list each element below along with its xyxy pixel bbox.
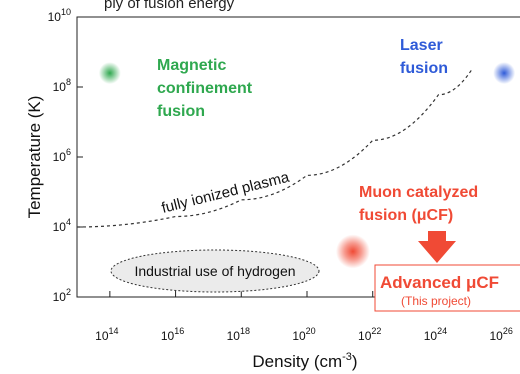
x-axis-label: Density (cm-3) bbox=[252, 351, 357, 371]
plasma-curve-label: fully ionized plasma bbox=[160, 169, 292, 217]
x-tick-labels: 1014 1016 1018 1020 1022 1024 1026 bbox=[95, 326, 513, 343]
muon-line-1: Muon catalyzed bbox=[359, 184, 478, 201]
plasma-curve bbox=[76, 69, 472, 228]
industrial-ellipse bbox=[110, 249, 320, 293]
y-tick-label-3: 108 bbox=[53, 77, 71, 94]
x-axis-label-exp: -3 bbox=[342, 351, 352, 363]
data-points bbox=[98, 62, 516, 269]
down-arrow-icon bbox=[418, 231, 456, 263]
y-tick-label-4: 1010 bbox=[48, 7, 71, 24]
y-tick-label-0: 102 bbox=[53, 287, 71, 304]
laser-fusion-label: Laser fusion bbox=[400, 37, 448, 77]
y-tick-label-2: 106 bbox=[53, 147, 71, 164]
magnetic-line-3: fusion bbox=[157, 103, 205, 120]
magnetic-line-2: confinement bbox=[157, 80, 253, 97]
header-fragment: ply of fusion energy bbox=[104, 0, 235, 12]
laser-line-2: fusion bbox=[400, 60, 448, 77]
x-axis-label-tail: ) bbox=[352, 352, 358, 371]
y-tick-label-1: 104 bbox=[53, 217, 71, 234]
x-tick-label-5: 1024 bbox=[424, 326, 447, 343]
muon-fusion-label: Muon catalyzed fusion (μCF) bbox=[359, 184, 483, 224]
industrial-label: Industrial use of hydrogen bbox=[134, 263, 295, 279]
magnetic-line-1: Magnetic bbox=[157, 57, 226, 74]
x-tick-label-4: 1022 bbox=[358, 326, 381, 343]
y-tick-labels: 102 104 106 108 1010 bbox=[48, 7, 71, 304]
x-tick-label-1: 1016 bbox=[161, 326, 184, 343]
x-axis-label-main: Density (cm bbox=[252, 352, 342, 371]
magnetic-fusion-point bbox=[98, 62, 121, 85]
advanced-box bbox=[374, 264, 520, 312]
advanced-subtitle: (This project) bbox=[401, 294, 471, 308]
y-axis-label: Temperature (K) bbox=[25, 96, 44, 219]
x-tick-label-3: 1020 bbox=[292, 326, 315, 343]
plot-frame bbox=[76, 16, 520, 298]
magnetic-fusion-label: Magnetic confinement fusion bbox=[157, 57, 257, 120]
x-tick-label-0: 1014 bbox=[95, 326, 118, 343]
advanced-title: Advanced μCF bbox=[380, 273, 499, 292]
laser-fusion-point bbox=[493, 62, 516, 85]
muon-fusion-point bbox=[335, 234, 370, 269]
x-tick-label-6: 1026 bbox=[489, 326, 512, 343]
muon-line-2: fusion (μCF) bbox=[359, 207, 453, 224]
laser-line-1: Laser bbox=[400, 37, 443, 54]
x-tick-label-2: 1018 bbox=[227, 326, 250, 343]
